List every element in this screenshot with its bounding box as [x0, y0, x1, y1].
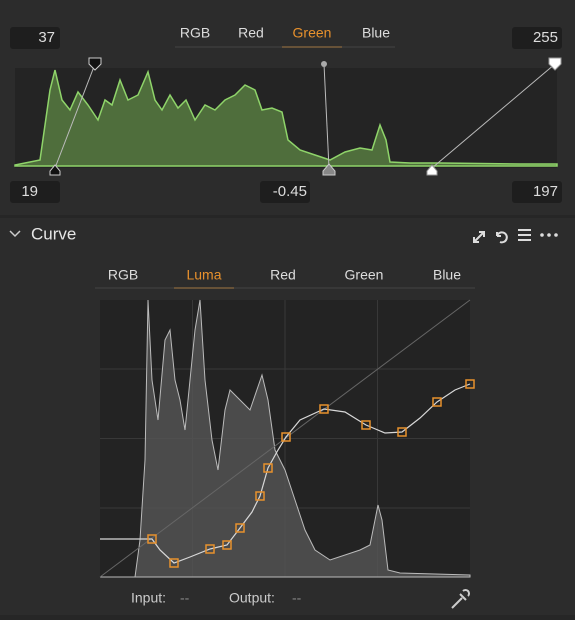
input-white-field[interactable]	[512, 27, 562, 49]
output-black-handle[interactable]	[88, 57, 102, 71]
tab[interactable]: Luma	[186, 267, 221, 283]
menu-icon[interactable]	[518, 229, 531, 241]
levels-histogram	[14, 69, 558, 167]
curve-tabs: RGB Luma Red Green Blue	[108, 267, 461, 289]
more-icon[interactable]	[540, 233, 558, 237]
output-white-field[interactable]	[512, 181, 562, 203]
tab[interactable]: Red	[238, 25, 264, 41]
tab[interactable]: Blue	[362, 25, 390, 41]
mid-handle-line	[323, 63, 330, 169]
input-white-handle[interactable]	[426, 164, 438, 176]
eyedropper-icon[interactable]	[451, 588, 471, 609]
collapse-chevron[interactable]	[9, 230, 21, 238]
output-value: --	[292, 590, 302, 606]
output-label: Output:	[229, 590, 275, 606]
input-black-field[interactable]	[10, 27, 60, 49]
mid-top-handle[interactable]	[321, 61, 327, 67]
expand-icon[interactable]	[473, 231, 485, 243]
curve-points[interactable]	[147, 379, 475, 568]
midtone: -0.45	[273, 183, 307, 200]
reset-icon[interactable]	[496, 231, 508, 244]
levels-tabs: RGB Red Green Blue	[180, 25, 390, 48]
curve-line	[100, 383, 471, 564]
tab[interactable]: Green	[293, 25, 332, 41]
curve-title: Curve	[31, 224, 76, 243]
tab[interactable]: RGB	[180, 25, 210, 41]
tab[interactable]: Blue	[433, 267, 461, 283]
tab[interactable]: Green	[345, 267, 384, 283]
input-value: --	[180, 590, 190, 606]
black-handle-line	[54, 63, 96, 169]
output-white: 197	[533, 183, 558, 200]
white-handle-line	[431, 63, 556, 169]
midtone-field[interactable]	[260, 181, 310, 203]
output-black: 19	[21, 183, 38, 200]
input-label: Input:	[131, 590, 166, 606]
input-white: 255	[533, 29, 558, 46]
input-black: 37	[38, 29, 55, 46]
input-black-handle[interactable]	[49, 164, 61, 176]
tab[interactable]: Red	[270, 267, 296, 283]
mid-handle[interactable]	[322, 163, 336, 176]
tab[interactable]: RGB	[108, 267, 138, 283]
output-white-handle[interactable]	[548, 57, 562, 71]
output-black-field[interactable]	[10, 181, 60, 203]
